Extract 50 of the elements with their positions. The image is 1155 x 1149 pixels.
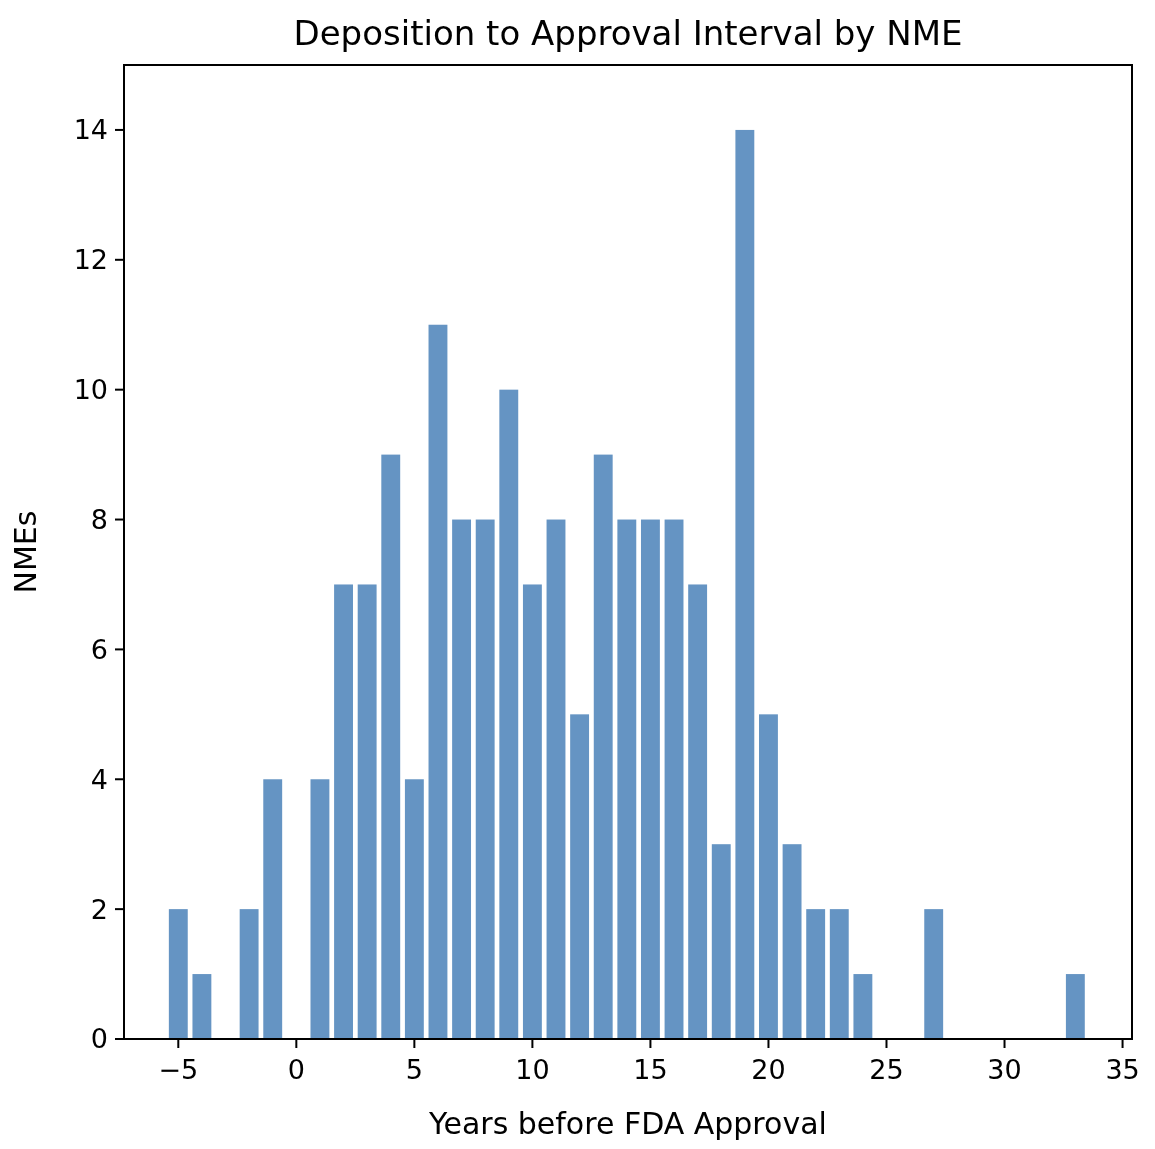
bar — [263, 779, 283, 1039]
bar — [475, 519, 495, 1039]
x-tick-label: 35 — [1105, 1054, 1140, 1085]
bar — [617, 519, 637, 1039]
bar — [1065, 974, 1085, 1039]
y-tick-label: 0 — [90, 1023, 108, 1055]
bar — [782, 844, 802, 1039]
y-tick-label: 14 — [73, 114, 108, 146]
y-axis-title: NMEs — [8, 510, 43, 594]
y-tick-label: 10 — [73, 374, 108, 406]
y-tick-label: 6 — [90, 633, 108, 665]
y-tick-label: 4 — [90, 763, 108, 795]
y-tick-label: 12 — [73, 244, 108, 276]
bar — [334, 584, 353, 1039]
bar — [522, 584, 542, 1039]
bar — [853, 974, 873, 1039]
bar — [381, 454, 401, 1039]
bar — [806, 909, 826, 1039]
bar — [239, 909, 259, 1039]
bar — [570, 714, 590, 1039]
bar — [168, 909, 188, 1039]
bar — [640, 519, 660, 1039]
x-tick-label: 0 — [287, 1054, 305, 1085]
bar — [357, 584, 377, 1039]
x-axis-title: Years before FDA Approval — [428, 1106, 827, 1141]
bar — [924, 909, 944, 1039]
bar — [711, 844, 731, 1039]
bar — [499, 389, 519, 1039]
chart-title: Deposition to Approval Interval by NME — [293, 13, 963, 53]
bar — [735, 129, 755, 1039]
x-tick-label: −5 — [158, 1054, 199, 1085]
x-tick-label: 30 — [987, 1054, 1022, 1085]
x-tick-label: 5 — [405, 1054, 423, 1085]
bar — [593, 454, 613, 1039]
bar — [759, 714, 778, 1039]
x-tick-label: 10 — [515, 1054, 550, 1085]
bar — [546, 519, 566, 1039]
bar — [452, 519, 472, 1039]
bar — [428, 324, 448, 1039]
bar — [829, 909, 849, 1039]
y-tick-label: 2 — [90, 893, 108, 925]
bar — [404, 779, 424, 1039]
bar — [664, 519, 684, 1039]
x-tick-label: 15 — [633, 1054, 668, 1085]
x-tick-label: 20 — [751, 1054, 786, 1085]
y-tick-label: 8 — [90, 503, 108, 535]
bar — [310, 779, 330, 1039]
bar — [192, 974, 212, 1039]
x-tick-label: 25 — [869, 1054, 904, 1085]
bar — [688, 584, 708, 1039]
